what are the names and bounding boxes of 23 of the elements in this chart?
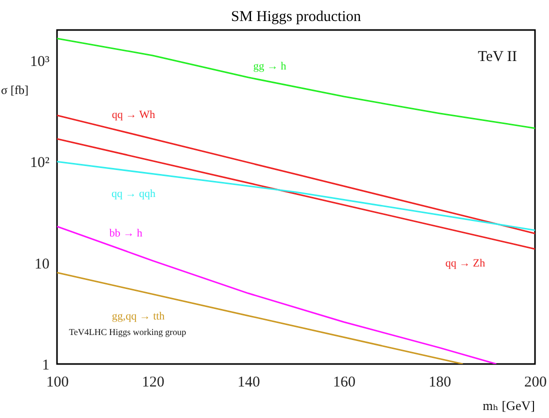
series-label: qq → Zh (445, 258, 486, 270)
x-axis-title: mₕ [GeV] (482, 398, 535, 413)
x-tick-label: 140 (237, 374, 260, 390)
x-tick-label: 120 (142, 374, 164, 390)
series-label: gg,qq → tth (112, 310, 166, 322)
y-tick-label: 10² (30, 155, 50, 172)
series-label: qq → Wh (112, 108, 156, 121)
annotation: TeV4LHC Higgs working group (69, 327, 187, 337)
y-tick-label: 1 (42, 358, 50, 374)
x-tick-label: 200 (524, 374, 547, 390)
y-tick-label: 10 (34, 256, 50, 272)
y-axis-title: σ [fb] (1, 83, 28, 97)
x-tick-label: 180 (428, 374, 452, 390)
line-series (57, 38, 535, 129)
chart-title: SM Higgs production (230, 9, 362, 25)
annotation: TeV II (478, 49, 517, 65)
series-label: gg → h (253, 60, 287, 73)
x-tick-label: 160 (333, 374, 356, 390)
line-series (57, 226, 498, 364)
series-label: qq → qqh (111, 188, 156, 200)
x-tick-label: 100 (46, 374, 69, 390)
series-label: bb → h (109, 227, 143, 240)
y-tick-label: 10³ (30, 54, 50, 70)
